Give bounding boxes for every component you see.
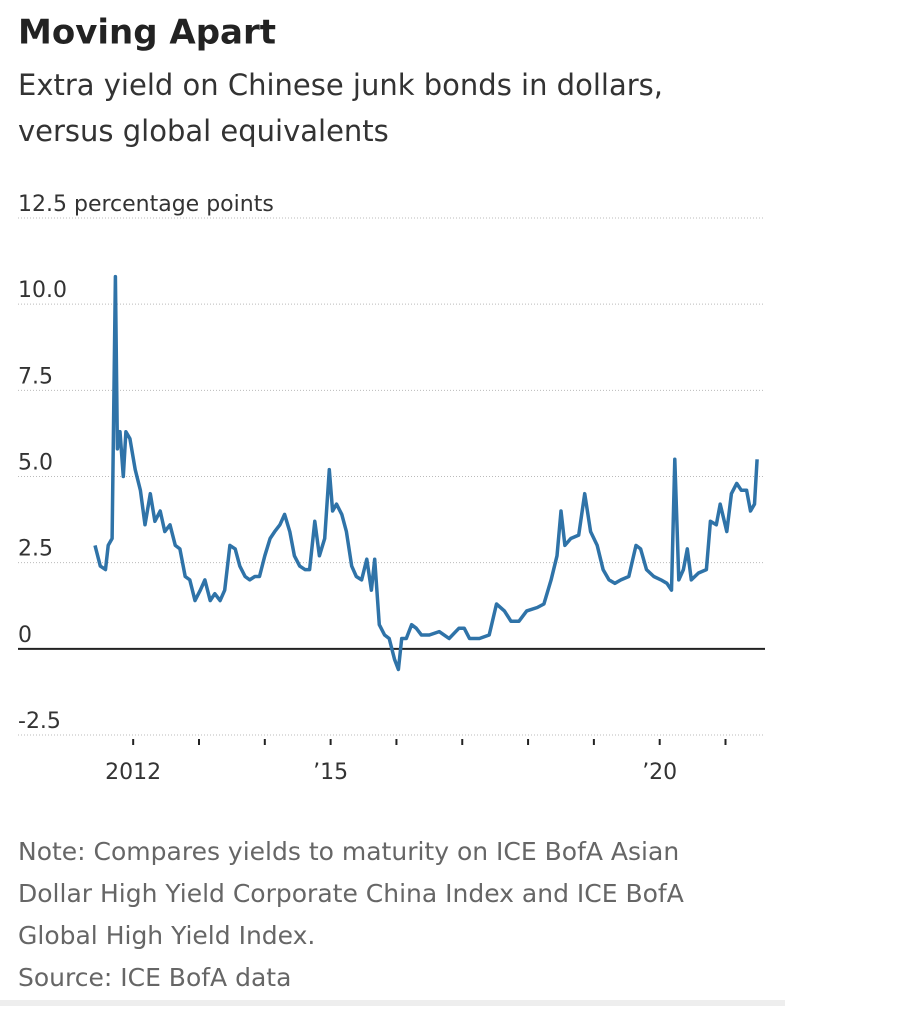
- note: Global High Yield Index.: [18, 921, 315, 950]
- footer-bar: [0, 1000, 785, 1006]
- y-tick-label: -2.5: [18, 709, 61, 734]
- source: Source: ICE BofA data: [18, 963, 291, 992]
- chart-subtitle: versus global equivalents: [18, 114, 389, 148]
- note: Note: Compares yields to maturity on ICE…: [18, 837, 679, 866]
- x-tick-label: 2012: [105, 760, 161, 785]
- y-tick-label: 12.5 percentage points: [18, 192, 274, 217]
- y-tick-label: 7.5: [18, 364, 53, 389]
- y-tick-label: 0: [18, 623, 32, 648]
- chart-subtitle: Extra yield on Chinese junk bonds in dol…: [18, 68, 663, 102]
- y-tick-label: 5.0: [18, 451, 53, 476]
- y-tick-label: 10.0: [18, 278, 67, 303]
- x-tick-label: ’15: [313, 760, 348, 785]
- chart-title: Moving Apart: [18, 13, 276, 53]
- x-tick-label: ’20: [642, 760, 677, 785]
- note: Dollar High Yield Corporate China Index …: [18, 879, 684, 908]
- y-tick-label: 2.5: [18, 537, 53, 562]
- data-line: [93, 274, 759, 672]
